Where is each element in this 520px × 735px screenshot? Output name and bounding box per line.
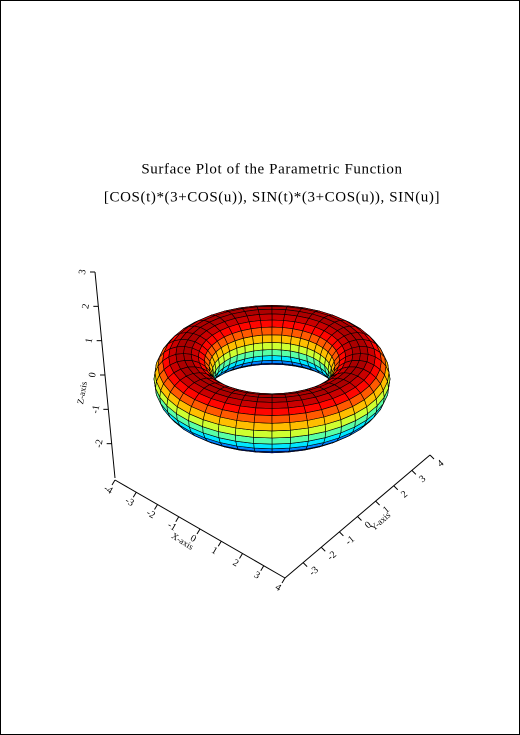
- surface-facet: [183, 346, 193, 355]
- y-axis-tick: [393, 485, 399, 491]
- z-axis-tick-label: 0: [87, 372, 99, 379]
- surface-facet: [253, 436, 273, 445]
- x-axis-tick: [132, 491, 137, 498]
- z-axis-tick-label: 1: [84, 337, 96, 344]
- surface-facet: [260, 319, 273, 328]
- chart-subtitle: [COS(t)*(3+COS(u)), SIN(t)*(3+COS(u)), S…: [104, 189, 440, 205]
- surface-facet: [262, 342, 273, 351]
- y-axis-tick: [375, 500, 380, 506]
- z-axis-tick-label: -1: [90, 404, 102, 414]
- surface-facet: [271, 355, 283, 362]
- surface-facet: [271, 407, 290, 416]
- surface-facet: [271, 326, 283, 336]
- x-axis-tick: [175, 516, 180, 523]
- y-axis-tick-label: 3: [417, 473, 428, 485]
- surface-facet: [271, 414, 291, 424]
- surface-facet: [281, 327, 294, 337]
- surface-facet: [253, 429, 273, 439]
- surface-facet: [271, 308, 287, 315]
- x-axis-tick-label: 3: [252, 570, 262, 582]
- y-axis-tick-label: 4: [435, 458, 446, 470]
- x-axis-tick: [260, 565, 265, 572]
- y-axis-tick: [302, 562, 308, 567]
- surface-facet: [271, 349, 282, 357]
- x-axis-tick: [111, 479, 116, 486]
- surface-facet: [254, 407, 273, 416]
- surface-facet: [261, 355, 273, 362]
- surface-facet: [351, 353, 361, 361]
- surface-facet: [261, 326, 273, 336]
- surface-facet: [351, 346, 361, 355]
- surface-facet: [183, 353, 193, 361]
- y-axis-tick: [411, 470, 417, 475]
- x-axis-tick: [281, 577, 286, 584]
- x-axis-tick-label: 2: [231, 557, 241, 569]
- x-axis-tick-label: 4: [273, 582, 283, 594]
- z-axis-label: Z-axis: [75, 380, 89, 405]
- y-axis-tick: [339, 531, 344, 537]
- surface-facet: [271, 313, 286, 321]
- surface-facet: [271, 401, 289, 409]
- surface-facet: [271, 319, 284, 328]
- surface-facet: [288, 412, 308, 423]
- z-axis-tick-label: 2: [80, 303, 92, 310]
- surface-facet: [252, 334, 263, 345]
- surface-facet: [271, 334, 283, 344]
- z-axis-tick-label: 3: [77, 269, 89, 276]
- z-axis-tick-label: -2: [93, 439, 105, 449]
- x-axis-tick: [154, 504, 158, 510]
- y-axis-tick-label: 1: [381, 504, 392, 516]
- surface-facet: [271, 342, 282, 351]
- surface-facet: [262, 349, 273, 357]
- x-axis-tick-label: 0: [188, 533, 198, 545]
- surface-facet: [271, 422, 291, 432]
- surface-facet: [250, 327, 263, 337]
- surface-facet: [271, 429, 291, 439]
- surface-facet: [236, 412, 256, 423]
- y-axis-tick: [320, 546, 326, 552]
- x-axis-tick-label: 1: [209, 545, 219, 557]
- surface-facet: [281, 334, 292, 345]
- torus-surface: [153, 304, 391, 454]
- surface-facet: [253, 422, 273, 432]
- y-axis-tick: [357, 516, 362, 521]
- surface-facet: [253, 414, 273, 424]
- chart-title: Surface Plot of the Parametric Function: [141, 161, 402, 177]
- y-axis-tick-label: 0: [363, 520, 374, 532]
- surface-facet: [257, 308, 273, 315]
- x-axis-tick: [196, 528, 201, 535]
- surface-facet: [261, 334, 273, 344]
- axes: -2-10123-4-3-2-101234-3-2-101234Z-axisX-…: [75, 269, 446, 594]
- y-axis-tick: [429, 454, 435, 460]
- x-axis-tick: [217, 540, 222, 547]
- surface-facet: [271, 436, 291, 445]
- x-axis-tick: [239, 553, 243, 559]
- y-axis-tick-label: 2: [399, 489, 410, 501]
- surface-facet: [255, 401, 273, 409]
- surface-facet: [258, 313, 273, 321]
